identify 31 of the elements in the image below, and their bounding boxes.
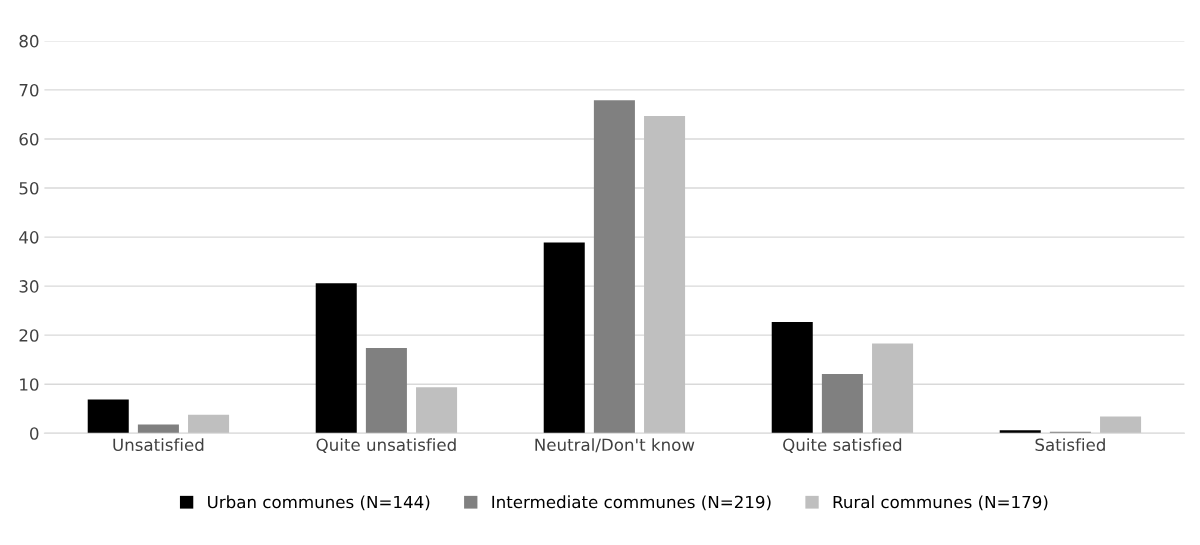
y-tick-label: 60 [19,132,39,146]
bar [872,343,914,434]
bar [543,242,585,434]
bar [416,387,458,434]
x-tick-label: Neutral/Don't know [535,438,695,453]
bar [644,115,686,434]
y-tick-label: 30 [19,280,39,293]
bar [365,347,407,434]
y-tick-label: 0 [30,427,39,440]
bar [1100,416,1142,434]
y-tick-label: 50 [19,181,39,195]
y-tick-label: 80 [19,34,39,48]
y-tick-label: 70 [19,83,39,97]
y-tick-label: 10 [20,378,39,391]
x-tick-label: Satisfied [1035,438,1105,452]
x-tick-label: Unsatisfied [113,438,204,452]
legend-label: Rural communes (N=179) [833,495,1048,511]
y-tick-label: 40 [19,231,39,244]
legend-label: Intermediate communes (N=219) [492,495,771,511]
bar [87,399,129,434]
x-tick-label: Quite satisfied [783,438,902,453]
bar [137,424,179,434]
bar [821,373,863,434]
bar [593,100,635,434]
bar [315,283,357,434]
y-tick-label: 20 [19,329,39,342]
bar [771,321,813,434]
legend-label: Urban communes (N=144) [208,495,430,511]
x-tick-label: Quite unsatisfied [316,438,456,453]
bar [999,430,1041,434]
bar [188,414,230,434]
